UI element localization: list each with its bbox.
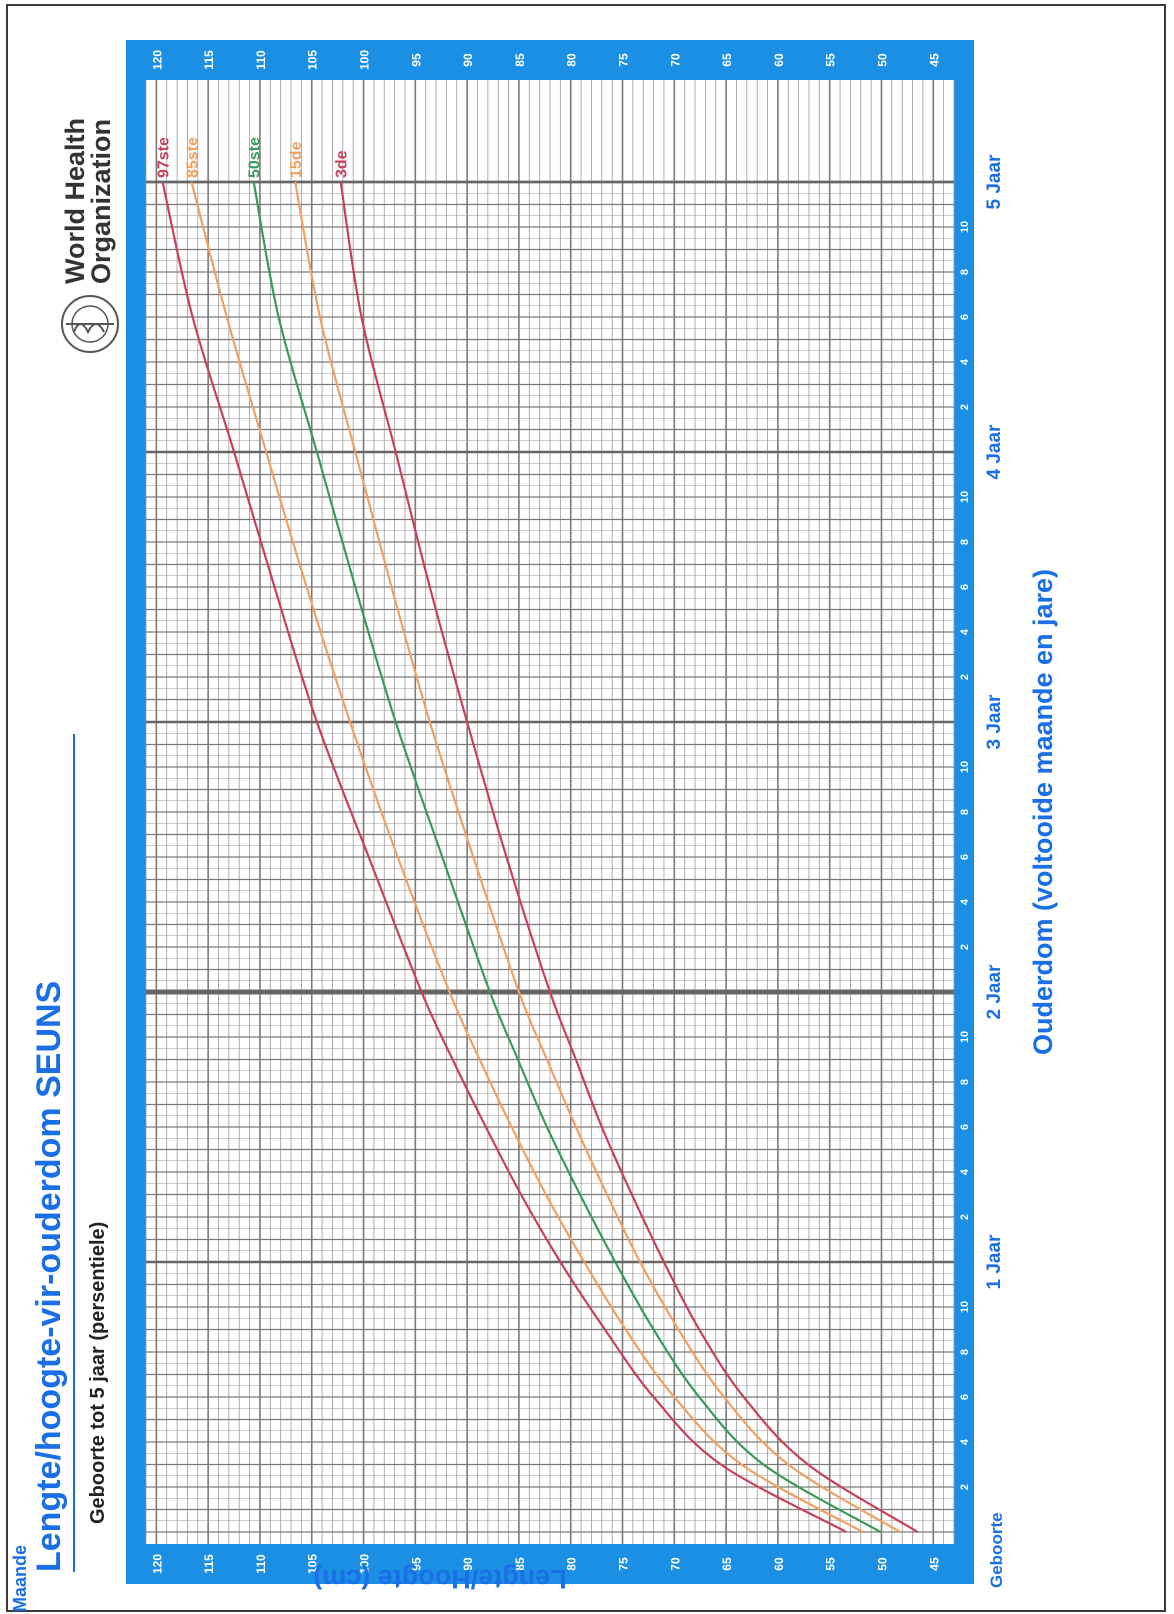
month-tick-label: 2	[959, 674, 971, 680]
y-tick-label-right: 45	[927, 53, 941, 67]
y-tick-label-left: 75	[617, 1557, 631, 1571]
month-tick-label: 4	[959, 1168, 971, 1175]
y-tick-label-right: 110	[254, 50, 268, 70]
y-tick-label-right: 115	[202, 50, 216, 70]
who-emblem-icon	[61, 295, 119, 353]
y-tick-label-right: 75	[617, 53, 631, 67]
month-tick-label: 2	[959, 944, 971, 950]
month-tick-label: 10	[959, 1301, 971, 1313]
y-tick-label-right: 100	[358, 50, 372, 70]
month-tick-label: 10	[959, 1031, 971, 1043]
y-tick-label-right: 105	[306, 50, 320, 70]
month-tick-label: 6	[959, 584, 971, 590]
y-tick-label-right: 70	[668, 53, 682, 67]
month-tick-label: 4	[959, 898, 971, 905]
page-frame	[6, 4, 1166, 1612]
y-tick-label-left: 95	[409, 1557, 423, 1571]
percentile-label-50ste: 50ste	[247, 137, 264, 178]
percentile-label-85ste: 85ste	[185, 137, 202, 178]
month-tick-label: 10	[959, 221, 971, 233]
y-tick-label-left: 115	[202, 1554, 216, 1574]
year-tick-label: 2 Jaar	[984, 964, 1005, 1020]
y-tick-label-left: 80	[565, 1557, 579, 1571]
y-tick-label-right: 90	[461, 53, 475, 67]
y-tick-label-left: 85	[513, 1557, 527, 1571]
y-axis-title: Lengte/Hoogte (cm)	[313, 1564, 567, 1594]
birth-label: Geboorte	[987, 1512, 1006, 1588]
percentile-curve-85ste	[190, 181, 864, 1533]
y-tick-label-left: 45	[927, 1557, 941, 1571]
month-tick-label: 4	[959, 1438, 971, 1445]
month-tick-label: 2	[959, 404, 971, 410]
year-tick-label: 4 Jaar	[984, 424, 1005, 480]
month-tick-label: 10	[959, 761, 971, 773]
y-tick-label-right: 65	[720, 53, 734, 67]
org-name-line2: Organization	[86, 119, 116, 284]
y-tick-label-right: 60	[772, 53, 786, 67]
y-tick-label-left: 65	[720, 1557, 734, 1571]
x-axis-title: Ouderdom (voltooide maande en jare)	[1028, 569, 1058, 1055]
month-tick-label: 6	[959, 314, 971, 320]
y-tick-label-left: 110	[254, 1554, 268, 1574]
percentile-curve-97ste	[161, 181, 847, 1533]
percentile-curve-50ste	[252, 181, 882, 1533]
month-tick-label: 8	[959, 539, 971, 545]
percentile-label-97ste: 97ste	[156, 137, 173, 178]
chart-title: Lengte/hoogte-vir-ouderdom SEUNS	[30, 981, 68, 1572]
y-tick-label-left: 120	[150, 1554, 164, 1574]
chart-subtitle: Geboorte tot 5 jaar (persentiele)	[87, 1222, 109, 1524]
month-tick-label: 4	[959, 358, 971, 365]
y-tick-label-right: 50	[875, 53, 889, 67]
y-tick-label-left: 100	[358, 1554, 372, 1574]
month-tick-label: 10	[959, 491, 971, 503]
y-tick-label-right: 120	[150, 50, 164, 70]
y-tick-label-left: 105	[306, 1554, 320, 1574]
month-tick-label: 8	[959, 1079, 971, 1085]
y-tick-label-right: 95	[409, 53, 423, 67]
y-tick-label-right: 85	[513, 53, 527, 67]
percentile-label-15de: 15de	[288, 141, 305, 178]
month-tick-label: 8	[959, 809, 971, 815]
month-tick-label: 8	[959, 1349, 971, 1355]
y-tick-label-left: 90	[461, 1557, 475, 1571]
y-tick-label-right: 80	[565, 53, 579, 67]
y-tick-label-right: 55	[824, 53, 838, 67]
month-tick-label: 6	[959, 1124, 971, 1130]
y-tick-label-left: 55	[824, 1557, 838, 1571]
percentile-label-3de: 3de	[334, 150, 351, 178]
month-tick-label: 4	[959, 628, 971, 635]
y-tick-label-left: 60	[772, 1557, 786, 1571]
org-name-line1: World Health	[60, 118, 90, 284]
month-tick-label: 6	[959, 854, 971, 860]
month-tick-label: 2	[959, 1214, 971, 1220]
month-tick-label: 8	[959, 269, 971, 275]
year-tick-label: 1 Jaar	[984, 1234, 1005, 1290]
percentile-curve-15de	[294, 181, 901, 1533]
year-tick-label: 5 Jaar	[984, 154, 1005, 210]
month-tick-label: 2	[959, 1484, 971, 1490]
y-tick-label-left: 70	[668, 1557, 682, 1571]
month-tick-label: 6	[959, 1394, 971, 1400]
year-tick-label: 3 Jaar	[984, 694, 1005, 750]
months-label: Maande	[10, 1545, 30, 1612]
percentile-curve-3de	[339, 181, 919, 1533]
y-tick-label-left: 50	[875, 1557, 889, 1571]
